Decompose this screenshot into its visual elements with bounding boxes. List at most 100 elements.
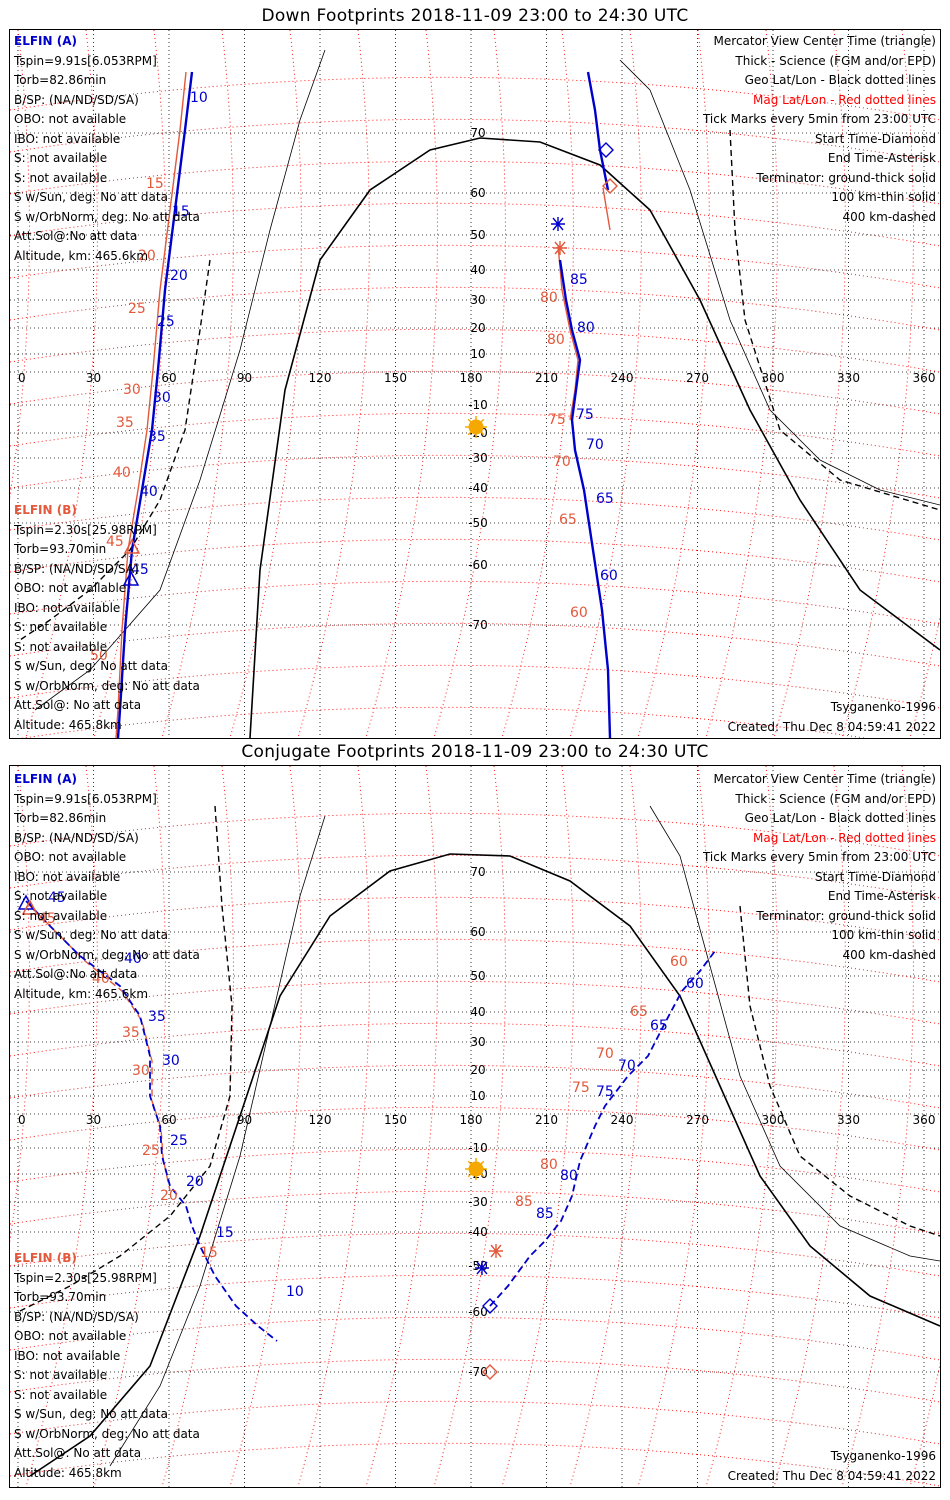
latitude-label: 50 xyxy=(470,969,485,983)
elfin-b-line: S: not available xyxy=(14,639,108,654)
latitude-label: -60 xyxy=(468,1305,488,1319)
longitude-label: 90 xyxy=(237,371,252,385)
elfin-a-tick-label: 15 xyxy=(216,1225,234,1241)
legend-item: Tick Marks every 5min from 23:00 UTC xyxy=(702,850,936,864)
panel-title-down: Down Footprints 2018-11-09 23:00 to 24:3… xyxy=(261,6,689,26)
legend-item: Geo Lat/Lon - Black dotted lines xyxy=(744,811,936,825)
mag-parallel-line xyxy=(10,812,940,857)
elfin-a-tick-label: 45 xyxy=(48,890,66,906)
elfin-a-tick-label: 15 xyxy=(172,204,190,220)
created-timestamp: Created: Thu Dec 8 04:59:41 2022 xyxy=(727,720,936,734)
elfin-b-tick-label: 40 xyxy=(92,971,110,987)
latitude-label: 60 xyxy=(470,925,485,939)
terminator-ground-line xyxy=(249,137,940,738)
elfin-b-line: Altitude: 465.8km xyxy=(14,1465,122,1480)
elfin-b-tick-label: 65 xyxy=(559,512,577,528)
model-label: Tsyganenko-1996 xyxy=(830,1449,936,1463)
mag-parallel-line xyxy=(10,160,940,205)
elfin-a-line: Tspin=9.91s[6.053RPM] xyxy=(14,53,157,68)
mag-meridian-line xyxy=(773,30,846,738)
elfin-a-tick-label: 45 xyxy=(131,562,149,578)
elfin-a-info: ELFIN (A) Tspin=9.91s[6.053RPM] Torb=82.… xyxy=(14,770,200,1004)
elfin-b-label: ELFIN (B) xyxy=(14,1251,77,1265)
mag-parallel-line xyxy=(10,1190,940,1235)
latitude-label: 10 xyxy=(470,347,485,361)
elfin-a-line: Att.Sol@:No att data xyxy=(14,967,138,981)
longitude-label: 60 xyxy=(161,1113,176,1127)
terminator-400km-line xyxy=(19,259,211,641)
longitude-label: 120 xyxy=(309,1113,332,1127)
elfin-b-line: Torb=93.70min xyxy=(14,542,107,556)
mag-meridian-line xyxy=(10,30,30,499)
latitude-label: -10 xyxy=(468,398,488,412)
legend-item: 100 km-thin solid xyxy=(831,190,936,204)
legend-item: Start Time-Diamond xyxy=(814,869,936,884)
mag-parallel-line xyxy=(10,1400,940,1445)
elfin-b-line: S w/Sun, deg: No att data xyxy=(14,1407,168,1421)
legend-item: Terminator: ground-thick solid xyxy=(756,908,936,923)
terminator-400km-line xyxy=(739,905,940,1237)
mag-parallel-line xyxy=(10,1274,940,1319)
elfin-a-line: Altitude, km: 465.6km xyxy=(14,986,149,1001)
sun-ray xyxy=(467,418,472,423)
elfin-b-tick-label: 70 xyxy=(596,1046,614,1062)
legend-item: 400 km-dashed xyxy=(842,947,936,962)
latitude-label: -40 xyxy=(468,481,488,495)
mag-parallel-line xyxy=(20,706,868,738)
elfin-b-tick-label: 75 xyxy=(548,412,566,428)
elfin-b-tick-label: 85 xyxy=(515,1194,533,1210)
mag-parallel-line xyxy=(10,1148,940,1193)
latitude-label: 70 xyxy=(470,865,485,879)
triangle-icon xyxy=(122,570,140,586)
sun-ray xyxy=(480,418,485,423)
mag-parallel-line xyxy=(10,1022,940,1067)
longitude-label: 0 xyxy=(18,371,26,385)
longitude-label: 30 xyxy=(86,1113,101,1127)
elfin-a-tick-label: 10 xyxy=(190,90,208,106)
elfin-b-line: Altitude: 465.8km xyxy=(14,717,122,732)
longitude-label: 300 xyxy=(762,1113,785,1127)
elfin-b-tick-label: 45 xyxy=(38,911,56,927)
diamond-icon xyxy=(482,1364,498,1380)
elfin-b-tick-label: 15 xyxy=(146,176,164,192)
sun-ray xyxy=(467,1160,472,1165)
elfin-b-tick-label: 60 xyxy=(670,954,688,970)
elfin-a-line: Att.Sol@:No att data xyxy=(14,229,138,243)
asterisk-icon xyxy=(551,217,565,231)
mag-meridian-line xyxy=(93,30,166,738)
elfin-a-line: Altitude, km: 465.6km xyxy=(14,248,149,263)
latitude-label: 30 xyxy=(470,293,485,307)
legend-item: Tick Marks every 5min from 23:00 UTC xyxy=(702,112,936,126)
elfin-b-line: S w/OrbNorm, deg: No att data xyxy=(14,1426,200,1441)
elfin-b-info: ELFIN (B) Tspin=2.30s[25.98RPM] Torb=93.… xyxy=(14,501,200,735)
longitude-label: 330 xyxy=(837,1113,860,1127)
latitude-label: -30 xyxy=(468,451,488,465)
elfin-b-tick-label: 20 xyxy=(160,1188,178,1204)
longitude-label: 60 xyxy=(161,371,176,385)
triangle-icon xyxy=(21,899,39,915)
longitude-label: 270 xyxy=(686,1113,709,1127)
mag-parallel-line xyxy=(10,980,940,1025)
elfin-a-track xyxy=(489,950,716,1307)
mag-parallel-line xyxy=(10,286,940,331)
mag-parallel-line xyxy=(10,1316,940,1361)
elfin-a-line: Tspin=9.91s[6.053RPM] xyxy=(14,791,157,806)
elfin-a-line: Torb=82.86min xyxy=(14,811,107,825)
longitude-label: 360 xyxy=(913,1113,936,1127)
elfin-b-line: S w/OrbNorm, deg: No att data xyxy=(14,678,200,693)
down-map-canvas: 0 30 60 90 120 150 180 210 240 270 300 330 360 70 60 50… xyxy=(10,30,940,738)
mag-parallel-line xyxy=(10,1358,940,1403)
elfin-b-line: OBO: not available xyxy=(14,581,127,595)
elfin-b-tick-label: 30 xyxy=(132,1063,150,1079)
latitude-label: 10 xyxy=(470,1089,485,1103)
elfin-b-track xyxy=(489,1255,531,1307)
mag-meridian-line xyxy=(297,30,370,738)
elfin-a-line: B/SP: (NA/ND/SD/SA) xyxy=(14,92,139,107)
terminator-ground-line xyxy=(29,853,940,1477)
legend-item: 100 km-thin solid xyxy=(831,928,936,942)
terminator-100km-line xyxy=(619,59,940,506)
mag-parallel-line xyxy=(10,1442,940,1487)
longitude-label: 270 xyxy=(686,371,709,385)
latitude-label: 50 xyxy=(470,228,485,242)
sun-icon xyxy=(468,1161,484,1177)
